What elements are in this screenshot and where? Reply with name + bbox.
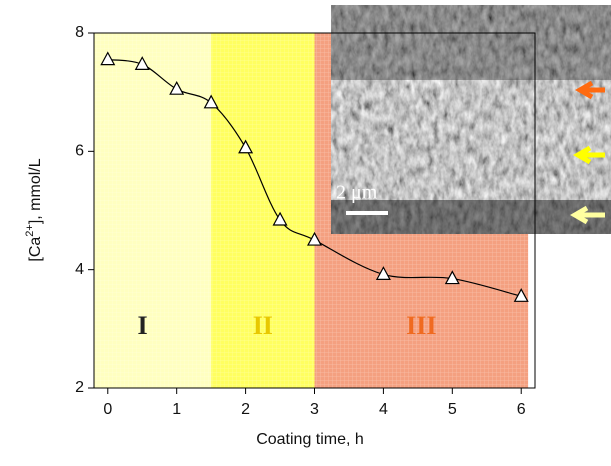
- x-tick-label: 3: [310, 401, 319, 418]
- region-label: II: [253, 311, 273, 340]
- marker: [513, 288, 529, 302]
- y-label-sup: 2+: [24, 224, 36, 237]
- y-axis-label: [Ca2+], mmol/L: [24, 158, 44, 261]
- marker: [272, 211, 288, 226]
- marker: [306, 231, 323, 246]
- marker: [444, 270, 460, 285]
- x-tick-label: 0: [103, 401, 112, 418]
- axes-frame: [93, 32, 536, 389]
- arrow-pale-yellow: [570, 205, 605, 225]
- x-tick-label: 6: [517, 401, 526, 418]
- inset-texture: [331, 5, 611, 234]
- inset-image: 2 μm: [331, 5, 611, 234]
- arrow-orange: [575, 80, 605, 100]
- y-tick-label: 8: [75, 24, 84, 41]
- y-label-part: [Ca: [27, 237, 44, 262]
- inset-bottom-shade: [331, 200, 611, 234]
- line: [107, 59, 522, 297]
- marker: [203, 94, 219, 109]
- x-tick-label: 4: [379, 401, 388, 418]
- x-tick-label: 5: [448, 401, 457, 418]
- marker: [134, 56, 150, 70]
- marker: [169, 80, 185, 95]
- region-label: I: [138, 311, 148, 340]
- region-hatch: [94, 33, 212, 388]
- marker: [375, 266, 391, 280]
- scale-label: 2 μm: [336, 182, 378, 204]
- marker: [100, 51, 116, 66]
- inset-top-shade: [331, 5, 611, 80]
- region-label: III: [406, 311, 436, 340]
- marker: [238, 139, 254, 154]
- y-label-part: ], mmol/L: [27, 158, 44, 224]
- plot: 0 1 2 3 4 5 6 2 4 6 8: [75, 24, 529, 418]
- y-tick-label: 4: [75, 261, 84, 278]
- x-tick-label: 2: [241, 401, 250, 418]
- y-tick-label: 6: [75, 143, 84, 160]
- y-tick-label: 2: [75, 379, 84, 396]
- x-tick-label: 1: [172, 401, 181, 418]
- region-hatch: [211, 33, 315, 388]
- x-axis-label: Coating time, h: [256, 431, 364, 448]
- arrow-yellow: [573, 145, 605, 165]
